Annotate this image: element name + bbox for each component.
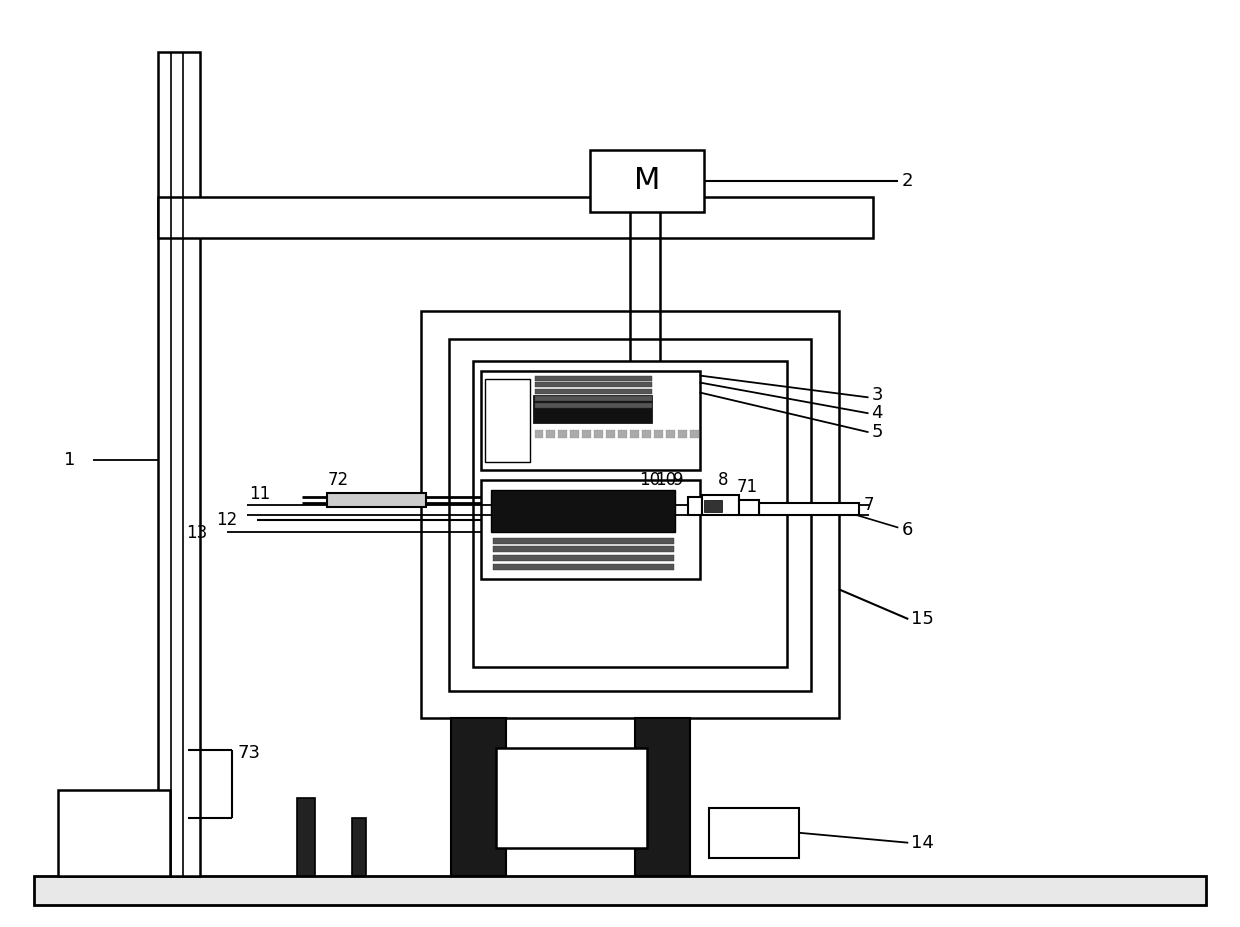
Bar (352, 818, 366, 875)
Bar (534, 389, 652, 394)
Bar (677, 430, 687, 438)
Text: M: M (634, 166, 660, 196)
Bar (704, 500, 723, 512)
Bar (688, 497, 702, 514)
Bar (583, 430, 591, 438)
Bar (532, 396, 652, 424)
Bar (485, 378, 529, 462)
Bar (492, 565, 673, 570)
Bar (481, 371, 699, 470)
Text: 12: 12 (216, 511, 237, 528)
Text: 5: 5 (872, 424, 883, 441)
Text: 11: 11 (249, 485, 270, 502)
Text: 73: 73 (237, 744, 260, 762)
Bar (157, 197, 873, 238)
Bar (709, 808, 799, 857)
Bar (481, 480, 699, 579)
Bar (296, 798, 315, 875)
Bar (534, 397, 652, 401)
Bar (635, 718, 689, 875)
Bar (492, 538, 673, 543)
Text: 2: 2 (901, 171, 913, 190)
Bar (594, 430, 603, 438)
Text: 4: 4 (872, 404, 883, 423)
Bar (642, 430, 651, 438)
Bar (33, 875, 1207, 906)
Bar (534, 383, 652, 387)
Text: 6: 6 (901, 521, 913, 539)
Text: 10: 10 (655, 471, 676, 489)
Bar (739, 500, 759, 514)
Text: 9: 9 (673, 471, 684, 489)
Bar (58, 790, 170, 875)
Bar (606, 430, 615, 438)
Bar (590, 150, 704, 211)
Bar (653, 430, 662, 438)
Text: 1: 1 (64, 451, 76, 469)
Bar (534, 403, 652, 408)
Bar (702, 495, 739, 514)
Bar (666, 430, 675, 438)
Bar (759, 502, 858, 514)
Bar (492, 555, 673, 562)
Text: 7: 7 (863, 496, 874, 514)
Bar (618, 430, 627, 438)
Text: 8: 8 (718, 471, 729, 489)
Text: 71: 71 (737, 477, 758, 496)
Bar (496, 748, 647, 847)
Bar (491, 489, 675, 531)
Bar (451, 718, 506, 875)
Bar (558, 430, 568, 438)
Bar (422, 311, 838, 718)
Bar (157, 53, 200, 875)
Bar (534, 375, 652, 380)
Text: 10: 10 (640, 471, 661, 489)
Bar (492, 547, 673, 552)
Text: 3: 3 (872, 387, 883, 404)
Bar (449, 338, 811, 691)
Bar (472, 361, 787, 667)
Text: 13: 13 (186, 524, 207, 541)
Text: 72: 72 (327, 471, 348, 489)
Bar (630, 430, 639, 438)
Bar (327, 493, 427, 507)
Bar (570, 430, 579, 438)
Bar (689, 430, 698, 438)
Text: 15: 15 (911, 610, 934, 629)
Text: 14: 14 (911, 833, 934, 852)
Bar (534, 430, 543, 438)
Bar (547, 430, 556, 438)
